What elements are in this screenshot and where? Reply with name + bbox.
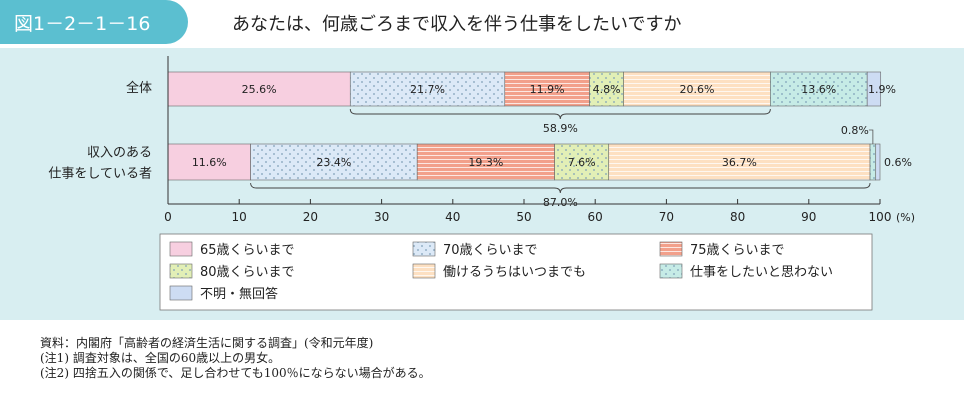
legend-swatch [169, 263, 193, 279]
data-label: 23.4% [316, 156, 351, 169]
bar-segment [416, 143, 555, 181]
x-tick-label: 10 [232, 210, 247, 224]
data-label: 25.6% [242, 83, 277, 96]
legend-label: 80歳くらいまで [200, 265, 295, 280]
bracket [349, 108, 771, 120]
x-tick-label: 100 [869, 210, 892, 224]
bar-segment [554, 143, 610, 181]
category-label: 収入のある [87, 146, 152, 161]
callout-line [868, 129, 874, 144]
title-banner: 図1－2－1－16 あなたは、何歳ごろまで収入を伴う仕事をしたいですか [0, 0, 964, 44]
figure-number: 図1－2－1－16 [14, 13, 151, 35]
chart-panel: 全体収入のある仕事をしている者 25.6% 21.7% 11.9% 4.8% 20.6% 1… [0, 48, 964, 320]
legend-label: 不明・無回答 [200, 286, 278, 302]
legend-swatch [659, 263, 683, 279]
legend-label: 仕事をしたいと思わない [690, 265, 833, 280]
x-tick-label: 70 [659, 210, 674, 224]
bar-segment [869, 143, 877, 181]
legend-box [159, 233, 873, 311]
x-tick-label: 90 [801, 210, 816, 224]
bar-segment [875, 143, 881, 181]
data-label: 4.8% [593, 83, 621, 96]
legend-swatch [169, 241, 193, 257]
x-tick-label: 40 [445, 210, 460, 224]
data-label: 36.7% [722, 156, 757, 169]
category-label: 全体 [126, 80, 152, 96]
bar-segment [167, 71, 351, 107]
x-unit-label: (%) [896, 211, 915, 224]
data-label: 20.6% [680, 83, 715, 96]
source-note: 資料：内閣府「高齢者の経済生活に関する調査」(令和元年度) [40, 336, 374, 350]
bar-segment [866, 71, 882, 107]
x-tick-label: 80 [730, 210, 745, 224]
x-tick-label: 30 [374, 210, 389, 224]
figure-number-badge: 図1－2－1－16 [0, 0, 188, 44]
figure-title: あなたは、何歳ごろまで収入を伴う仕事をしたいですか [232, 14, 682, 35]
bar-segment [589, 71, 624, 107]
bar-segment [623, 71, 771, 107]
category-label: 仕事をしている者 [48, 167, 152, 182]
bar-segment [250, 143, 418, 181]
bracket-label: 58.9% [543, 122, 578, 135]
x-tick-label: 0 [164, 210, 172, 224]
data-label: 13.6% [801, 83, 836, 96]
x-tick-label: 60 [588, 210, 603, 224]
legend-label: 75歳くらいまで [690, 243, 785, 258]
data-label: 0.6% [884, 156, 912, 169]
bar-segment [770, 71, 868, 107]
legend-label: 働けるうちはいつまでも [443, 265, 586, 280]
bar-segment [608, 143, 871, 181]
data-label: 19.3% [468, 156, 503, 169]
note-1: (注1) 調査対象は、全国の60歳以上の男女。 [40, 351, 281, 365]
data-label: 11.6% [192, 156, 227, 169]
data-label: 1.9% [868, 83, 896, 96]
x-tick-label: 50 [516, 210, 531, 224]
legend-label: 65歳くらいまで [200, 243, 295, 258]
legend-swatch [169, 285, 193, 301]
bracket [250, 182, 871, 194]
data-label: 21.7% [410, 83, 445, 96]
bar-segment [167, 143, 251, 181]
x-tick-label: 20 [303, 210, 318, 224]
legend-swatch [412, 263, 436, 279]
legend-label: 70歳くらいまで [443, 243, 538, 258]
legend-swatch [659, 241, 683, 257]
note-2: (注2) 四捨五入の関係で、足し合わせても100％にならない場合がある。 [40, 366, 431, 380]
data-label: 11.9% [530, 83, 565, 96]
legend-swatch [412, 241, 436, 257]
bracket-label: 87.0% [543, 196, 578, 209]
data-label: 7.6% [568, 156, 596, 169]
source-notes: 資料：内閣府「高齢者の経済生活に関する調査」(令和元年度) (注1) 調査対象は… [40, 336, 431, 381]
data-label: 0.8% [841, 124, 869, 137]
